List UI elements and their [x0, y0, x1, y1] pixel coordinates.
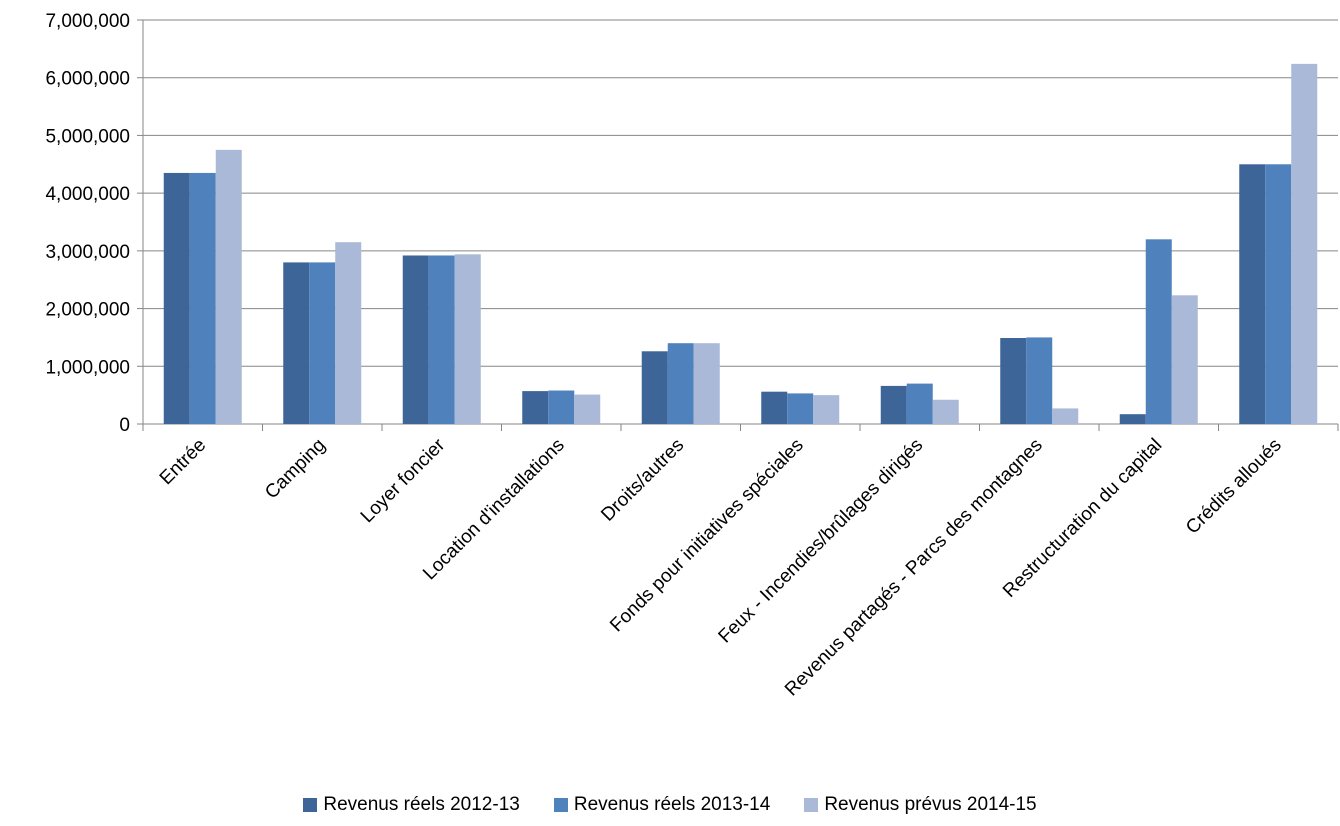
- x-category-label: Feux - Incendies/brûlages dirigés: [715, 435, 928, 648]
- bar: [454, 254, 481, 424]
- y-tick-label: 4,000,000: [45, 184, 130, 205]
- bar: [335, 242, 362, 424]
- bar: [548, 390, 575, 424]
- bar: [1291, 63, 1318, 425]
- bar: [1000, 338, 1027, 424]
- bar: [1145, 239, 1172, 424]
- y-tick-label: 1,000,000: [45, 357, 130, 378]
- bar: [1119, 414, 1146, 424]
- x-category-label: Crédits alloués: [1182, 435, 1286, 539]
- y-tick-label: 2,000,000: [45, 300, 130, 321]
- bar: [667, 343, 694, 424]
- legend-item: Revenus réels 2013-14: [553, 794, 771, 816]
- bar: [761, 391, 788, 424]
- bar: [693, 343, 720, 424]
- legend-label: Revenus prévus 2014-15: [824, 794, 1037, 815]
- bar: [1171, 295, 1198, 424]
- bar: [428, 255, 455, 424]
- x-category-label: Entrée: [156, 435, 210, 489]
- legend-label: Revenus réels 2013-14: [573, 794, 771, 815]
- bar: [522, 391, 549, 424]
- bar: [906, 383, 933, 424]
- legend-swatch: [553, 798, 568, 812]
- bar: [932, 399, 959, 424]
- x-category-label: Droits/autres: [597, 435, 688, 526]
- bar: [402, 255, 429, 424]
- y-tick-label: 5,000,000: [45, 126, 130, 147]
- bar: [787, 393, 814, 424]
- legend-label: Revenus réels 2012-13: [323, 794, 520, 815]
- legend: Revenus réels 2012-13 Revenus réels 2013-…: [0, 790, 1340, 820]
- x-category-label: Revenus partagés - Parcs des montagnes: [781, 435, 1047, 701]
- bar: [283, 262, 310, 424]
- bar-chart: 0 1,000,000 2,000,000 3,000,000 4,000,000 5,0…: [45, 11, 1339, 701]
- x-category-label: Fonds pour initiatives spéciales: [606, 435, 808, 637]
- bar: [189, 172, 216, 424]
- legend-item: Revenus prévus 2014-15: [804, 794, 1037, 816]
- bar: [1265, 164, 1292, 425]
- bar: [813, 395, 840, 424]
- y-tick-label: 0: [119, 415, 130, 436]
- y-tick-label: 7,000,000: [45, 11, 130, 32]
- legend-item: Revenus réels 2012-13: [303, 794, 520, 816]
- legend-swatch: [303, 798, 318, 812]
- legend-swatch: [804, 798, 819, 812]
- bar: [309, 262, 336, 424]
- bar: [1239, 164, 1266, 425]
- y-tick-label: 6,000,000: [45, 69, 130, 90]
- x-category-label: Loyer foncier: [357, 434, 450, 527]
- bar: [215, 149, 242, 424]
- x-category-label: Camping: [261, 435, 330, 504]
- bar: [1026, 337, 1053, 424]
- bar: [163, 172, 190, 424]
- bar: [641, 351, 668, 424]
- bar: [1052, 408, 1079, 424]
- bar: [880, 385, 907, 424]
- bars: [163, 63, 1318, 425]
- bar: [574, 394, 601, 424]
- y-tick-label: 3,000,000: [45, 242, 130, 263]
